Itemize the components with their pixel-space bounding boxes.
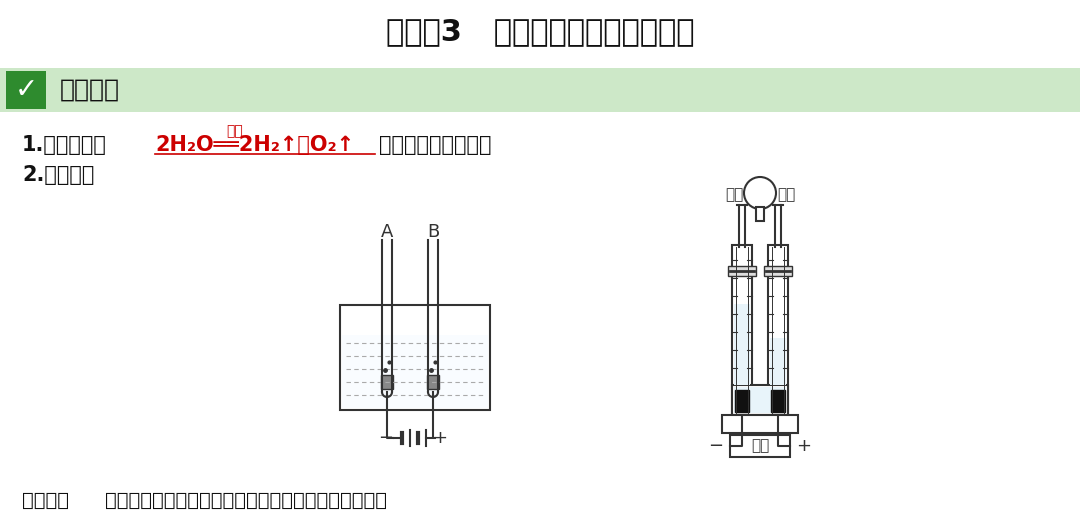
Bar bbox=[768, 245, 788, 415]
Text: （写化学方程式）。: （写化学方程式）。 bbox=[379, 135, 491, 155]
Text: +: + bbox=[797, 437, 811, 455]
Bar bbox=[764, 265, 792, 276]
Bar bbox=[734, 304, 750, 385]
Text: 活塞: 活塞 bbox=[777, 187, 795, 203]
Text: +: + bbox=[432, 429, 447, 447]
Bar bbox=[734, 387, 786, 413]
Text: 【注意】: 【注意】 bbox=[22, 491, 69, 510]
Text: −: − bbox=[378, 429, 393, 447]
Text: 知识梳理: 知识梳理 bbox=[60, 78, 120, 102]
Text: ✓: ✓ bbox=[14, 76, 38, 104]
Circle shape bbox=[744, 177, 777, 209]
Bar bbox=[728, 265, 756, 276]
Bar bbox=[735, 390, 750, 412]
Text: 命题点3   水的组成（电解水实验）: 命题点3 水的组成（电解水实验） bbox=[386, 18, 694, 46]
Bar bbox=[0, 68, 1080, 112]
Text: A: A bbox=[381, 223, 393, 241]
Bar bbox=[381, 375, 393, 389]
Bar bbox=[342, 335, 488, 408]
Text: 1.反应原理：: 1.反应原理： bbox=[22, 135, 107, 155]
Bar bbox=[427, 375, 438, 389]
Bar bbox=[732, 245, 752, 415]
Text: 2.实验装置: 2.实验装置 bbox=[22, 165, 94, 185]
Text: −: − bbox=[708, 437, 724, 455]
Text: 活塞: 活塞 bbox=[725, 187, 743, 203]
Text: 水中可加入少量硫酸钠或氢氧化钠以增强水的导电性。: 水中可加入少量硫酸钠或氢氧化钠以增强水的导电性。 bbox=[105, 491, 387, 510]
Bar bbox=[723, 415, 798, 433]
Bar bbox=[340, 305, 490, 410]
Bar bbox=[771, 390, 785, 412]
Bar bbox=[6, 71, 46, 109]
Text: 2H₂O══2H₂↑＋O₂↑: 2H₂O══2H₂↑＋O₂↑ bbox=[156, 135, 354, 155]
Text: 通电: 通电 bbox=[227, 124, 243, 138]
Bar bbox=[732, 385, 788, 415]
Text: B: B bbox=[427, 223, 440, 241]
Bar bbox=[770, 338, 786, 385]
Bar bbox=[730, 435, 789, 457]
Bar bbox=[756, 207, 764, 221]
Text: 电源: 电源 bbox=[751, 438, 769, 453]
